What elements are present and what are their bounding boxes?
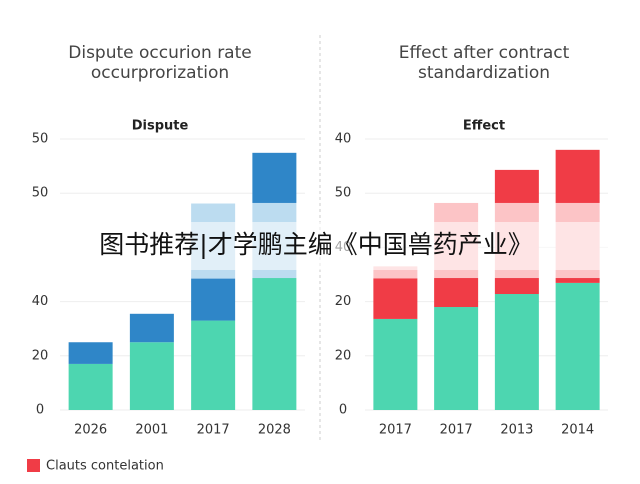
chart-title: occurprorization [91,63,229,83]
bar-segment [555,278,600,283]
x-tick-label: 2014 [561,423,594,438]
bar-segment [434,278,479,308]
y-tick-label: 50 [335,186,352,201]
bar-segment [68,342,113,364]
bar-segment [252,152,297,203]
x-tick-label: 2026 [74,423,107,438]
chart-title: Dispute occurion rate [68,43,251,63]
y-tick-label: 40 [32,294,49,309]
bar-segment [373,318,418,410]
chart-subtitle: Effect [463,119,505,134]
y-tick-label: 0 [36,403,44,418]
chart-title: Effect after contract [399,43,570,63]
bar-segment [191,320,236,410]
x-tick-label: 2017 [440,423,473,438]
bar-segment [494,169,539,203]
y-tick-label: 0 [339,403,347,418]
legend-swatch [27,459,40,472]
y-tick-label: 50 [32,186,49,201]
bar-segment [373,278,418,319]
y-tick-label: 20 [335,294,352,309]
bar-segment [555,282,600,410]
overlay-text: 图书推荐|才学鹏主编《中国兽药产业》 [99,230,532,259]
x-tick-label: 2028 [258,423,291,438]
legend-label: Clauts contelation [46,459,164,474]
y-tick-label: 20 [335,348,352,363]
bar-segment [494,278,539,295]
bar-segment [129,313,174,343]
bar-segment [129,342,174,410]
x-tick-label: 2001 [135,423,168,438]
overlay-band [0,222,640,270]
y-tick-label: 20 [32,348,49,363]
bar-segment [373,266,418,279]
bar-segment [252,278,297,410]
chart-title: standardization [418,63,550,83]
bar-segment [555,149,600,203]
y-tick-label: 40 [335,132,352,147]
x-tick-label: 2017 [379,423,412,438]
y-tick-label: 50 [32,132,49,147]
bar-segment [494,294,539,410]
x-tick-label: 2017 [197,423,230,438]
chart-subtitle: Dispute [132,119,189,134]
bar-segment [68,363,113,410]
bar-segment [191,278,236,321]
bar-segment [434,307,479,410]
x-tick-label: 2013 [500,423,533,438]
